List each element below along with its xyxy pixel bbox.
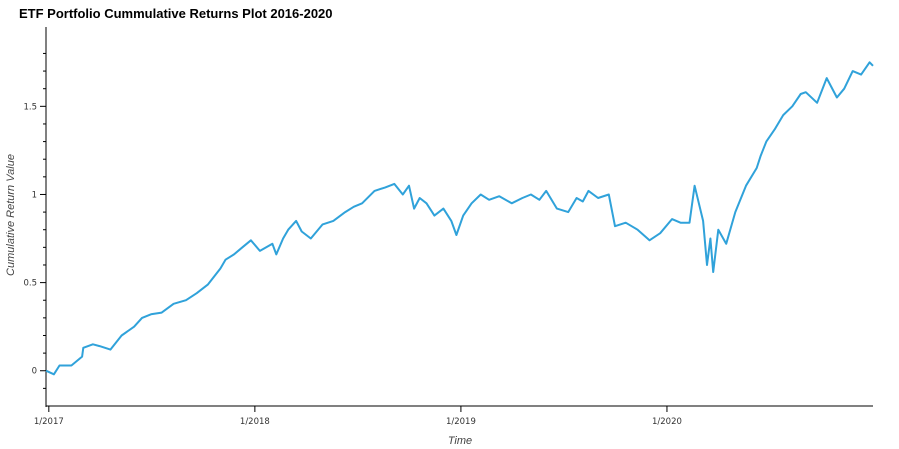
x-tick-label: 1/2018 xyxy=(240,417,270,427)
y-tick-label: 0.5 xyxy=(23,279,37,289)
x-tick-label: 1/2020 xyxy=(652,417,682,427)
x-tick-label: 1/2017 xyxy=(34,417,64,427)
y-major-ticks xyxy=(40,105,46,372)
x-tick-label: 1/2019 xyxy=(446,417,476,427)
y-axis-label: Cumulative Return Value xyxy=(5,154,17,276)
y-tick-labels: 0 0.5 1 1.5 xyxy=(23,102,37,376)
x-axis-label: Time xyxy=(448,435,472,447)
chart-title: ETF Portfolio Cummulative Returns Plot 2… xyxy=(19,6,333,21)
y-tick-label: 1 xyxy=(32,190,37,200)
x-ticks xyxy=(48,406,668,412)
y-tick-label: 1.5 xyxy=(23,102,37,112)
x-tick-labels: 1/2017 1/2018 1/2019 1/2020 xyxy=(34,417,682,427)
y-minor-ticks xyxy=(43,52,46,389)
y-tick-label: 0 xyxy=(32,367,37,377)
series-line xyxy=(45,61,874,376)
